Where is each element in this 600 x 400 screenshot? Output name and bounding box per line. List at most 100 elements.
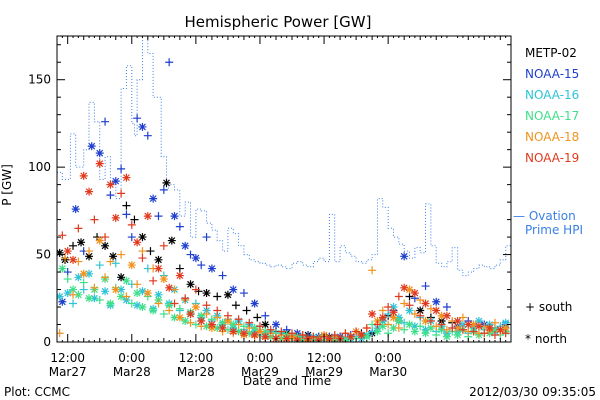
south-point [197, 261, 206, 270]
south-point [101, 273, 110, 282]
south-point [95, 296, 104, 305]
north-point [218, 318, 227, 327]
south-point [58, 231, 67, 240]
legend-item-noaa-15: NOAA-15 [525, 67, 579, 81]
south-point [277, 327, 286, 336]
south-point [202, 310, 211, 319]
north-point [71, 205, 80, 214]
north-point [421, 329, 430, 338]
x-tick-time-label: 0:00 [246, 351, 273, 365]
south-point [469, 327, 478, 336]
south-point [448, 324, 457, 333]
south-point [175, 304, 184, 313]
south-point [501, 329, 510, 338]
north-point [410, 327, 419, 336]
x-tick-time-label: 12:00 [179, 351, 214, 365]
south-point [130, 215, 139, 224]
chart-title: Hemispheric Power [GW] [185, 13, 372, 31]
north-point [378, 313, 387, 322]
plot-timestamp: 2012/03/30 09:35:05 [469, 385, 596, 399]
south-point [146, 247, 155, 256]
plot-frame [56, 35, 512, 343]
south-point [170, 299, 179, 308]
north-point [77, 238, 86, 247]
north-point [207, 320, 216, 329]
north-point [394, 317, 403, 326]
north-point [143, 212, 152, 221]
north-point [181, 241, 190, 250]
north-point [202, 289, 211, 298]
north-point [458, 320, 467, 329]
south-point [223, 325, 232, 334]
south-point [111, 259, 120, 268]
south-point [165, 58, 174, 67]
south-point [426, 304, 435, 313]
south-point [122, 292, 131, 301]
south-point [255, 322, 264, 331]
south-point [69, 290, 78, 299]
south-point [117, 189, 126, 198]
north-point [181, 317, 190, 326]
south-point [352, 327, 361, 336]
south-point [74, 257, 83, 266]
south-point [63, 268, 72, 277]
x-tick-date-label: Mar28 [177, 365, 215, 379]
south-point [405, 292, 414, 301]
south-point [480, 329, 489, 338]
north-point [191, 303, 200, 312]
south-point [127, 299, 136, 308]
south-point [231, 301, 240, 310]
north-point [250, 331, 259, 340]
north-point [437, 311, 446, 320]
south-point [442, 303, 451, 312]
north-point [453, 331, 462, 340]
north-point [496, 325, 505, 334]
south-point [253, 313, 262, 322]
north-point [245, 329, 254, 338]
south-point [79, 278, 88, 287]
north-point [197, 317, 206, 326]
y-tick-label: 0 [43, 335, 51, 349]
south-point [186, 318, 195, 327]
north-point [58, 264, 67, 273]
north-point [127, 261, 136, 270]
south-point [133, 280, 142, 289]
south-point [138, 247, 147, 256]
north-point [400, 283, 409, 292]
north-point [138, 122, 147, 131]
south-point [175, 222, 184, 231]
south-point [239, 289, 248, 298]
plot-marks [57, 36, 511, 342]
south-point [170, 285, 179, 294]
north-point [325, 334, 334, 342]
series-noaa-19 [58, 159, 510, 342]
north-point [175, 271, 184, 280]
south-point [127, 220, 136, 229]
south-point [106, 257, 115, 266]
south-point [213, 306, 222, 315]
south-point [154, 212, 163, 221]
south-point [101, 117, 110, 126]
north-point [162, 178, 171, 187]
south-point [458, 325, 467, 334]
x-tick-time-label: 12:00 [307, 351, 342, 365]
x-tick-date-label: Mar29 [241, 365, 279, 379]
north-point [133, 238, 142, 247]
north-point [442, 332, 451, 341]
south-point [405, 301, 414, 310]
south-point [368, 266, 377, 275]
south-point [138, 254, 147, 263]
south-point [117, 164, 126, 173]
north-point [400, 252, 409, 261]
south-point [458, 313, 467, 322]
north-point [239, 329, 248, 338]
north-point [464, 320, 473, 329]
north-point [186, 310, 195, 319]
x-tick-time-label: 0:00 [375, 351, 402, 365]
north-point [405, 320, 414, 329]
north-point [57, 292, 64, 301]
north-point [437, 325, 446, 334]
south-point [400, 325, 409, 334]
north-point [69, 285, 78, 294]
south-point [437, 320, 446, 329]
